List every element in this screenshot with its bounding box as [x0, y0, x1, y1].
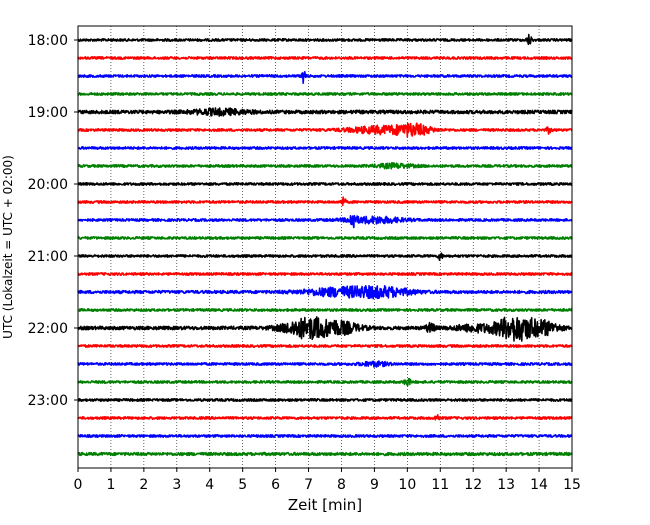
x-tick-label: 0 — [74, 477, 83, 493]
seismogram-trace — [77, 70, 573, 84]
seismogram-trace — [77, 146, 573, 150]
seismogram-trace — [77, 92, 573, 96]
plot-frame — [77, 25, 573, 469]
seismogram-trace — [77, 344, 573, 348]
y-axis-label: UTC (Lokalzeit = UTC + 02:00) — [1, 155, 15, 339]
seismogram-trace — [77, 214, 573, 229]
x-axis-ticks: 0 1 2 3 4 5 6 7 8 9 10 11 12 13 14 15 — [74, 468, 581, 493]
seismogram-trace — [77, 107, 573, 117]
seismogram-trace — [77, 316, 573, 342]
x-tick-label: 7 — [304, 477, 313, 493]
y-axis-ticks: 18:00 19:00 20:00 21:00 22:00 23:00 — [28, 33, 78, 409]
x-tick-label: 1 — [106, 477, 115, 493]
y-tick-label: 23:00 — [28, 393, 68, 409]
seismogram-trace — [77, 162, 573, 170]
x-tick-label: 4 — [205, 477, 214, 493]
y-tick-label: 20:00 — [28, 177, 68, 193]
seismogram-trace — [77, 308, 573, 312]
seismogram-trace — [77, 398, 573, 402]
x-axis-label: Zeit [min] — [288, 496, 362, 514]
seismogram-trace — [77, 434, 573, 438]
traces — [77, 33, 573, 457]
seismogram-trace — [77, 360, 573, 368]
seismogram-trace — [77, 33, 573, 46]
seismogram-trace — [77, 182, 573, 186]
seismogram-trace — [77, 236, 573, 240]
x-tick-label: 14 — [530, 477, 548, 493]
x-tick-label: 10 — [398, 477, 416, 493]
x-tick-label: 15 — [563, 477, 581, 493]
seismogram-trace — [77, 451, 573, 457]
seismogram-trace — [77, 56, 573, 60]
seismogram-trace — [77, 252, 573, 262]
y-tick-label: 19:00 — [28, 105, 68, 121]
x-tick-label: 11 — [431, 477, 449, 493]
seismogram-trace — [77, 122, 573, 138]
x-tick-label: 8 — [337, 477, 346, 493]
y-tick-label: 21:00 — [28, 249, 68, 265]
x-tick-label: 6 — [271, 477, 280, 493]
x-tick-label: 5 — [238, 477, 247, 493]
seismogram-trace — [77, 284, 573, 300]
y-tick-label: 18:00 — [28, 33, 68, 49]
seismogram-trace — [77, 414, 573, 421]
x-tick-label: 13 — [497, 477, 515, 493]
x-tick-label: 2 — [139, 477, 148, 493]
seismogram-trace — [77, 196, 573, 207]
x-tick-label: 9 — [370, 477, 379, 493]
seismogram-trace — [77, 272, 573, 276]
seismogram-trace — [77, 377, 573, 387]
x-tick-label: 12 — [464, 477, 482, 493]
x-tick-label: 3 — [172, 477, 181, 493]
y-tick-label: 22:00 — [28, 321, 68, 337]
